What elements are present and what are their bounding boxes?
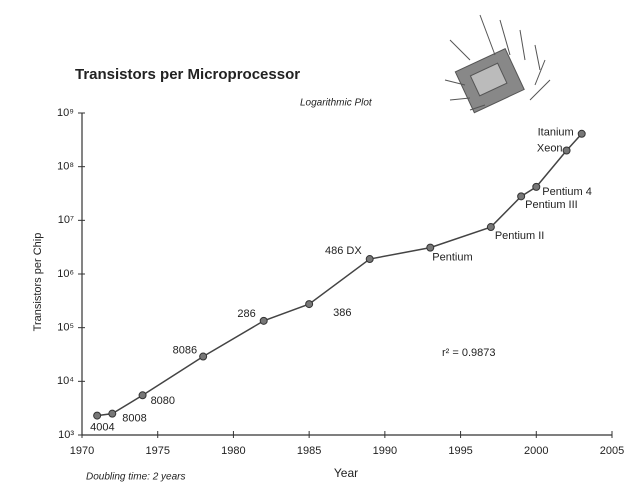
point <box>138 391 147 400</box>
point <box>259 316 268 325</box>
point <box>305 300 314 309</box>
point <box>486 223 495 232</box>
point <box>517 192 526 201</box>
point-label: 4004 <box>90 421 114 433</box>
x-tick-label: 1975 <box>145 445 169 457</box>
x-tick-label: 1980 <box>221 445 245 457</box>
chart-title: Transistors per Microprocessor <box>75 66 300 83</box>
point <box>426 243 435 252</box>
y-tick-label: 10⁸ <box>57 161 74 173</box>
point <box>562 146 571 155</box>
point-label: Pentium III <box>525 199 578 211</box>
subtitle: Logarithmic Plot <box>300 98 373 109</box>
point <box>365 255 374 264</box>
y-axis-label: Transistors per Chip <box>32 233 44 332</box>
y-tick-label: 10⁵ <box>57 322 74 334</box>
point-label: 286 <box>237 308 255 320</box>
x-tick-label: 1995 <box>448 445 472 457</box>
x-tick-label: 1985 <box>297 445 321 457</box>
point-label: 8008 <box>122 413 146 425</box>
annotation: Doubling time: 2 years <box>86 472 186 483</box>
point-label: 486 DX <box>325 245 362 257</box>
point <box>532 182 541 191</box>
point-label: Xeon <box>537 142 563 154</box>
point-label: Itanium <box>538 127 574 139</box>
point-label: Pentium 4 <box>542 186 592 198</box>
point-label: 386 <box>333 307 351 319</box>
annotation: r² = 0.9873 <box>442 347 496 359</box>
point-label: Pentium II <box>495 230 545 242</box>
point <box>199 352 208 361</box>
y-tick-label: 10⁷ <box>58 214 74 226</box>
x-tick-label: 2000 <box>524 445 548 457</box>
y-tick-label: 10³ <box>58 429 74 441</box>
point <box>108 409 117 418</box>
point <box>577 129 586 138</box>
x-tick-label: 1970 <box>70 445 94 457</box>
point <box>93 411 102 420</box>
y-tick-label: 10⁹ <box>57 107 74 119</box>
chip-illustration <box>444 14 551 114</box>
y-tick-label: 10⁴ <box>57 375 74 387</box>
point-label: Pentium <box>432 252 472 264</box>
point-label: 8080 <box>151 395 175 407</box>
x-axis-label: Year <box>334 466 358 480</box>
x-tick-label: 1990 <box>373 445 397 457</box>
point-label: 8086 <box>173 344 197 356</box>
x-tick-label: 2005 <box>600 445 624 457</box>
y-tick-label: 10⁶ <box>57 268 74 280</box>
